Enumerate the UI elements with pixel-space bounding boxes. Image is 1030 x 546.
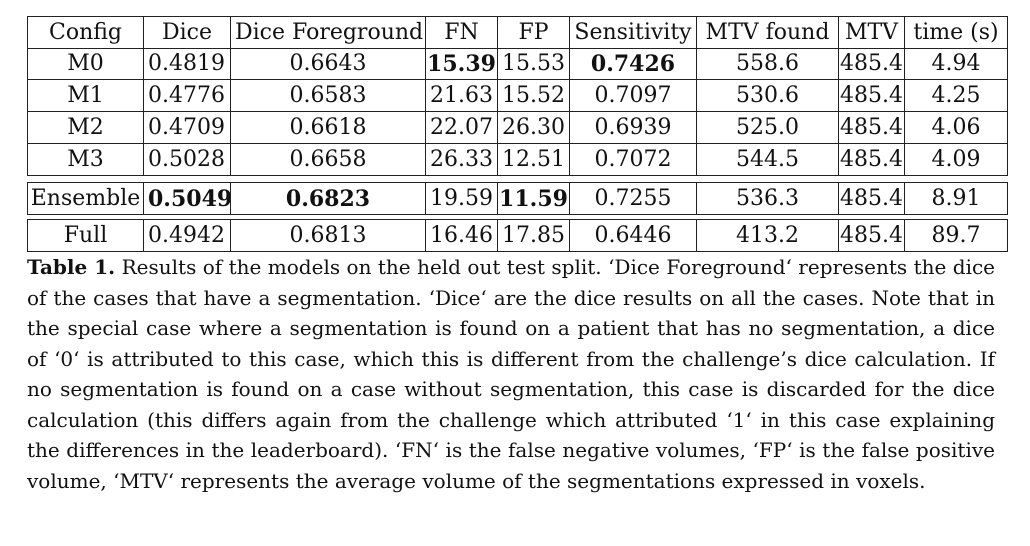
table-cell: 485.4 — [838, 183, 904, 214]
table-cell: M3 — [27, 144, 143, 175]
table-cell: 16.46 — [425, 220, 497, 251]
table-cell: 0.7072 — [569, 144, 696, 175]
table-cell: 0.6939 — [569, 112, 696, 143]
table-cell: 413.2 — [696, 220, 838, 251]
table-header-cell: time (s) — [904, 17, 1008, 48]
table-row: Ensemble 0.5049 0.6823 19.59 11.59 0.7255 536.… — [27, 182, 1008, 215]
table-header-cell: Dice Foreground — [230, 17, 425, 48]
table-cell: M2 — [27, 112, 143, 143]
table-cell: 0.6446 — [569, 220, 696, 251]
table-cell: 0.6658 — [230, 144, 425, 175]
caption-label: Table 1. — [27, 255, 116, 279]
table-cell: 26.30 — [497, 112, 569, 143]
table-cell: 525.0 — [696, 112, 838, 143]
table-cell: 530.6 — [696, 80, 838, 111]
table-row: M0 0.4819 0.6643 15.39 15.53 0.7426 558.6 485.4… — [27, 48, 1008, 80]
table-cell: 4.25 — [904, 80, 1008, 111]
table-header-cell: Sensitivity — [569, 17, 696, 48]
table-cell: 15.39 — [425, 48, 497, 79]
table-cell: M0 — [27, 48, 143, 79]
table-cell: 536.3 — [696, 183, 838, 214]
table-row: M1 0.4776 0.6583 21.63 15.52 0.7097 530.6 485.4… — [27, 80, 1008, 112]
table-cell: 0.7097 — [569, 80, 696, 111]
table-cell: 485.4 — [838, 112, 904, 143]
table-cell: Ensemble — [27, 183, 143, 214]
table-cell: 4.94 — [904, 48, 1008, 79]
table-cell: Full — [27, 220, 143, 251]
table-cell: 485.4 — [838, 48, 904, 79]
table-cell: 544.5 — [696, 144, 838, 175]
table-cell: 22.07 — [425, 112, 497, 143]
table-cell: 0.4776 — [143, 80, 230, 111]
table-row: M3 0.5028 0.6658 26.33 12.51 0.7072 544.5 485.4… — [27, 144, 1008, 176]
table-header-cell: FP — [497, 17, 569, 48]
table-cell: 0.4709 — [143, 112, 230, 143]
table-cell: 0.6823 — [230, 183, 425, 214]
table-cell: 17.85 — [497, 220, 569, 251]
table-cell: 0.6643 — [230, 48, 425, 79]
table-cell: 19.59 — [425, 183, 497, 214]
table-cell: 485.4 — [838, 80, 904, 111]
table-header-cell: MTV found — [696, 17, 838, 48]
table-cell: 26.33 — [425, 144, 497, 175]
table-cell: 0.5049 — [143, 183, 230, 214]
table-cell: 15.52 — [497, 80, 569, 111]
table-cell: 4.09 — [904, 144, 1008, 175]
table-header-cell: FN — [425, 17, 497, 48]
table-row: Full 0.4942 0.6813 16.46 17.85 0.6446 413.2 485… — [27, 219, 1008, 252]
table-header-row: Config Dice Dice Foreground FN FP Sensitivity… — [27, 16, 1008, 49]
table-cell: 21.63 — [425, 80, 497, 111]
table-cell: 0.7255 — [569, 183, 696, 214]
table-cell: 485.4 — [838, 220, 904, 251]
table-cell: 0.4819 — [143, 48, 230, 79]
table-cell: 12.51 — [497, 144, 569, 175]
table-cell: 11.59 — [497, 183, 569, 214]
table-cell: 0.6583 — [230, 80, 425, 111]
table-cell: 0.4942 — [143, 220, 230, 251]
table-header-cell: Config — [27, 17, 143, 48]
caption-text: Results of the models on the held out te… — [27, 255, 996, 493]
table-row: M2 0.4709 0.6618 22.07 26.30 0.6939 525.0 485.4… — [27, 112, 1008, 144]
table-header-cell: Dice — [143, 17, 230, 48]
table-cell: 0.5028 — [143, 144, 230, 175]
table-cell: 0.6813 — [230, 220, 425, 251]
table-header-cell: MTV — [838, 17, 904, 48]
table-cell: 0.6618 — [230, 112, 425, 143]
table-cell: 485.4 — [838, 144, 904, 175]
table-cell: 0.7426 — [569, 48, 696, 79]
table-cell: 558.6 — [696, 48, 838, 79]
table-cell: 8.91 — [904, 183, 1008, 214]
table-cell: M1 — [27, 80, 143, 111]
table-cell: 89.7 — [904, 220, 1008, 251]
table-caption: Table 1. Results of the models on the he… — [27, 252, 995, 496]
table-cell: 15.53 — [497, 48, 569, 79]
table-cell: 4.06 — [904, 112, 1008, 143]
